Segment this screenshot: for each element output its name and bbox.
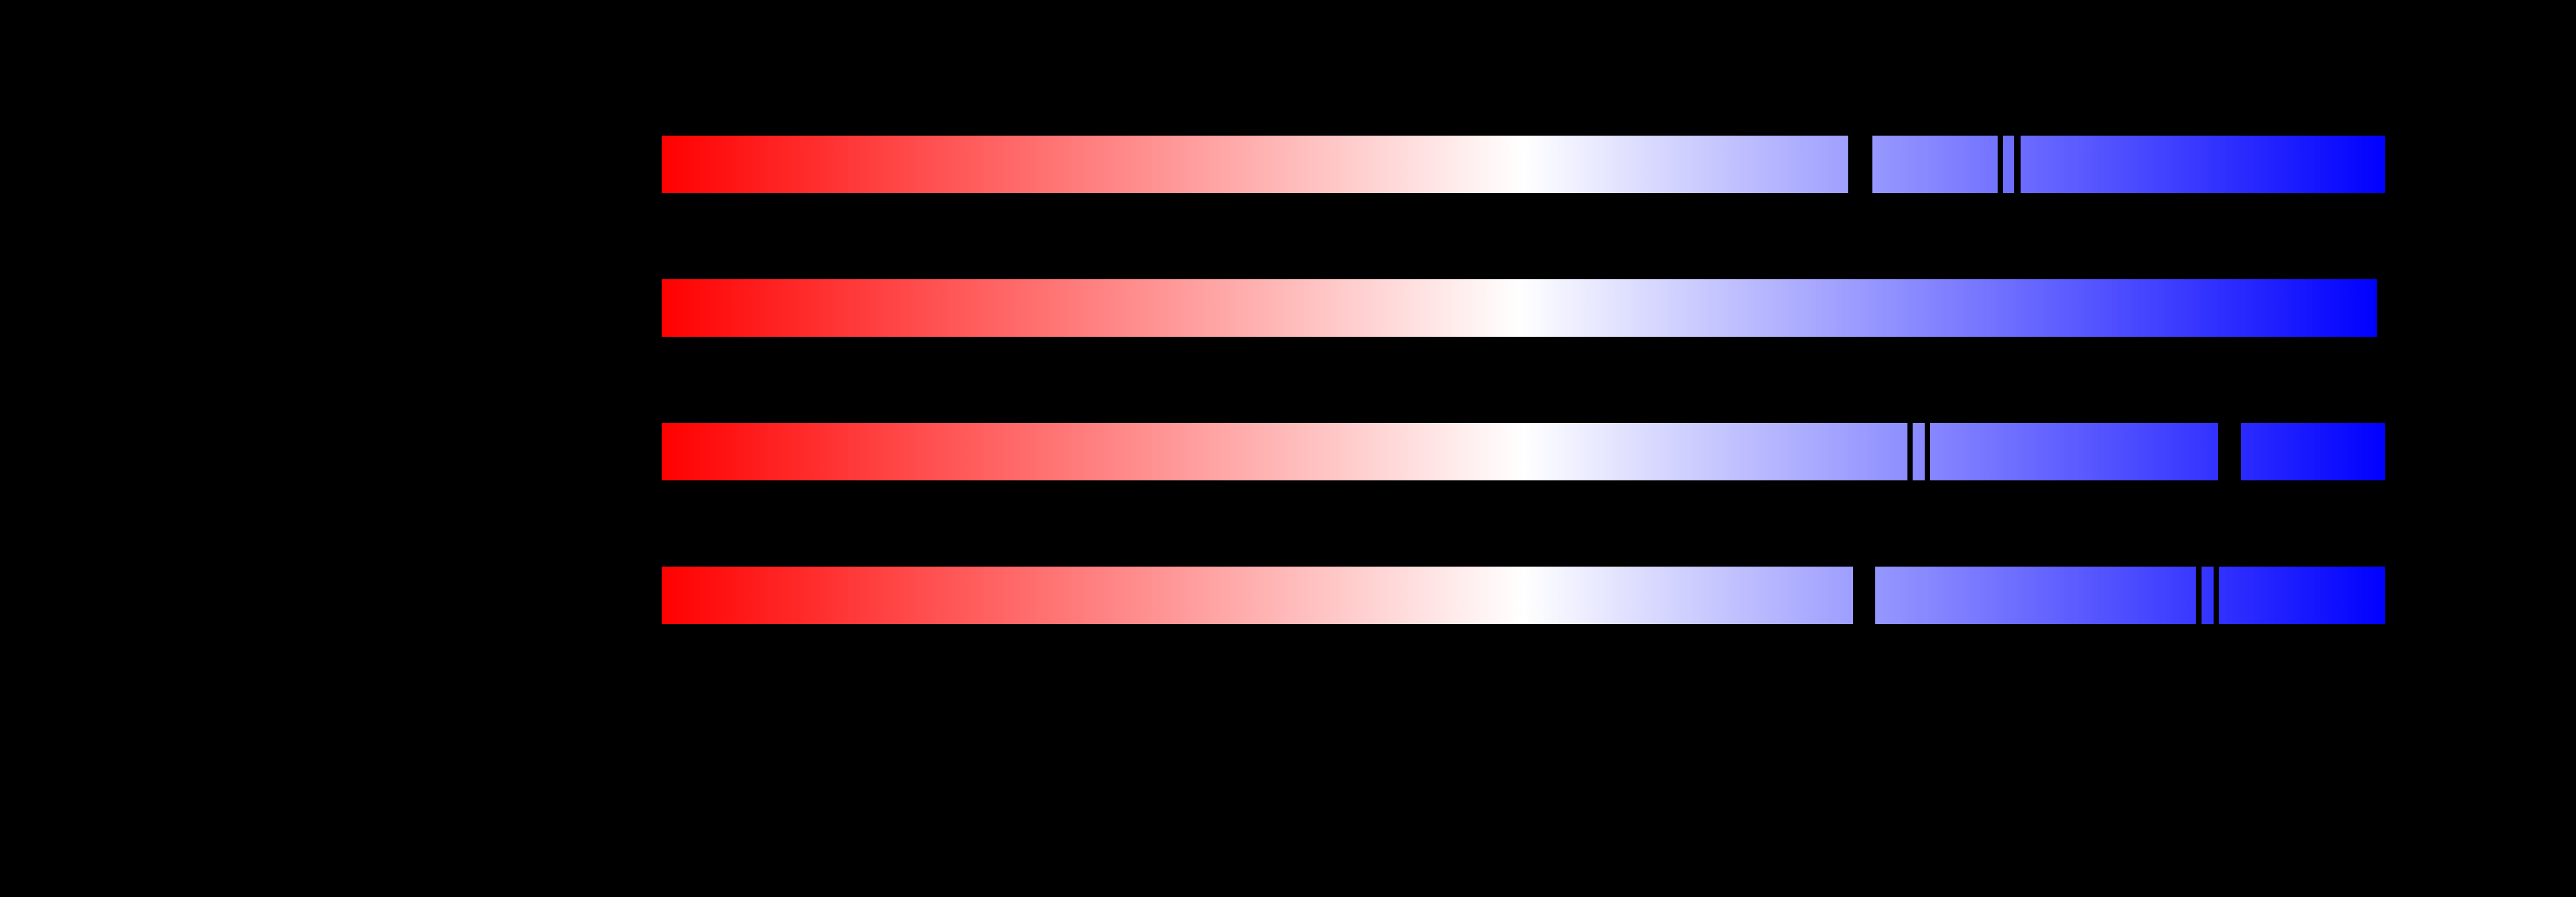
gap-marker-thin bbox=[1907, 423, 1913, 480]
gap-marker-thin bbox=[1998, 136, 2003, 193]
gap-marker-wide bbox=[1848, 136, 1872, 193]
gradient-bar-row-2 bbox=[662, 279, 2377, 337]
gap-marker-wide bbox=[1853, 567, 1875, 624]
gradient-bar-row-4 bbox=[662, 567, 2385, 624]
gradient-bar-row-1 bbox=[662, 136, 2385, 193]
gap-marker-thin bbox=[1925, 423, 1930, 480]
gap-marker-wide bbox=[2218, 423, 2241, 480]
gap-marker-thin bbox=[2014, 136, 2021, 193]
gap-marker-thin bbox=[2196, 567, 2202, 624]
gradient-bar-row-3 bbox=[662, 423, 2385, 480]
gap-marker-thin bbox=[2214, 567, 2219, 624]
